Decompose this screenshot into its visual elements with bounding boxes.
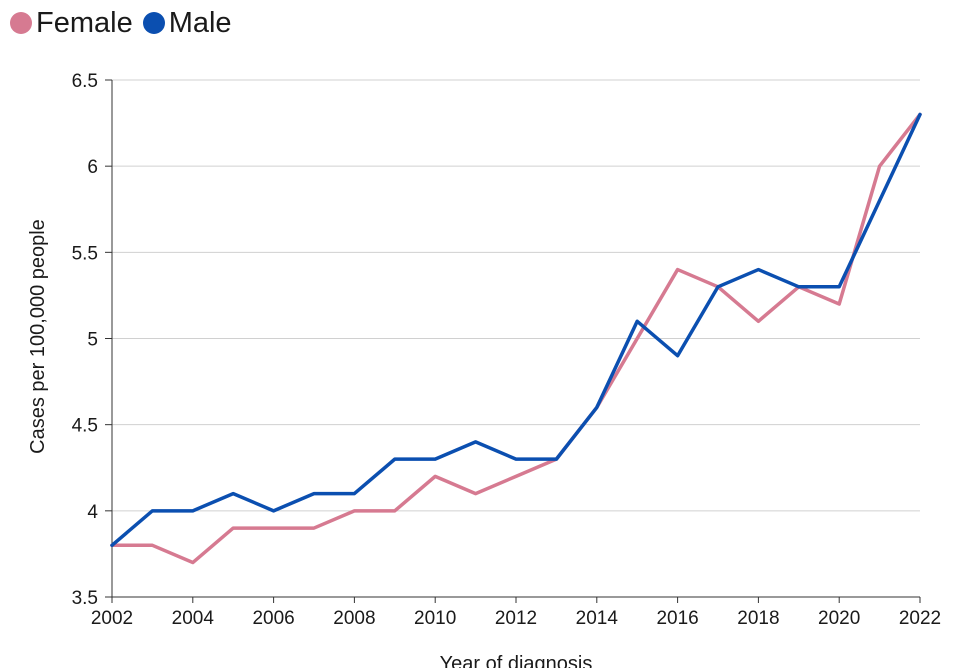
x-tick-label: 2006	[252, 608, 294, 629]
x-tick-label: 2012	[495, 608, 537, 629]
y-tick-label: 3.5	[72, 588, 98, 609]
series-line-male	[110, 112, 922, 548]
x-tick-label: 2014	[576, 608, 619, 629]
female-dot-icon	[10, 12, 32, 34]
x-tick-label: 2004	[172, 608, 215, 629]
x-tick-label: 2008	[333, 608, 375, 629]
series-line-female	[110, 112, 922, 565]
gridlines	[112, 79, 920, 512]
x-tick-label: 2022	[899, 608, 941, 629]
y-tick-label: 4.5	[72, 416, 98, 437]
axes	[105, 79, 921, 603]
y-tick-label: 4	[87, 502, 98, 523]
y-tick-label: 5.5	[72, 243, 98, 264]
y-tick-label: 6	[87, 157, 98, 178]
x-tick-label: 2018	[737, 608, 779, 629]
x-tick-label: 2002	[91, 608, 133, 629]
series-lines	[110, 112, 922, 565]
y-tick-label: 5	[87, 330, 98, 351]
legend-label-female: Female	[36, 7, 133, 39]
male-dot-icon	[142, 12, 165, 34]
x-axis-title: Year of diagnosis	[440, 653, 593, 668]
x-tick-label: 2016	[656, 608, 698, 629]
y-axis-title: Cases per 100,000 people	[27, 219, 49, 454]
legend-label-male: Male	[168, 7, 232, 39]
tick-labels: 3.5 4 4.5 5 5.5 6 6.5 2002 2004 2006 2008 2010 2012 2…	[72, 71, 942, 629]
x-tick-label: 2020	[818, 608, 860, 629]
x-tick-label: 2010	[414, 608, 456, 629]
y-tick-label: 6.5	[72, 71, 98, 92]
chart-legend: Female Male	[10, 6, 232, 40]
legend-item-female[interactable]: Female	[10, 6, 133, 40]
legend-item-male[interactable]: Male	[142, 6, 232, 40]
